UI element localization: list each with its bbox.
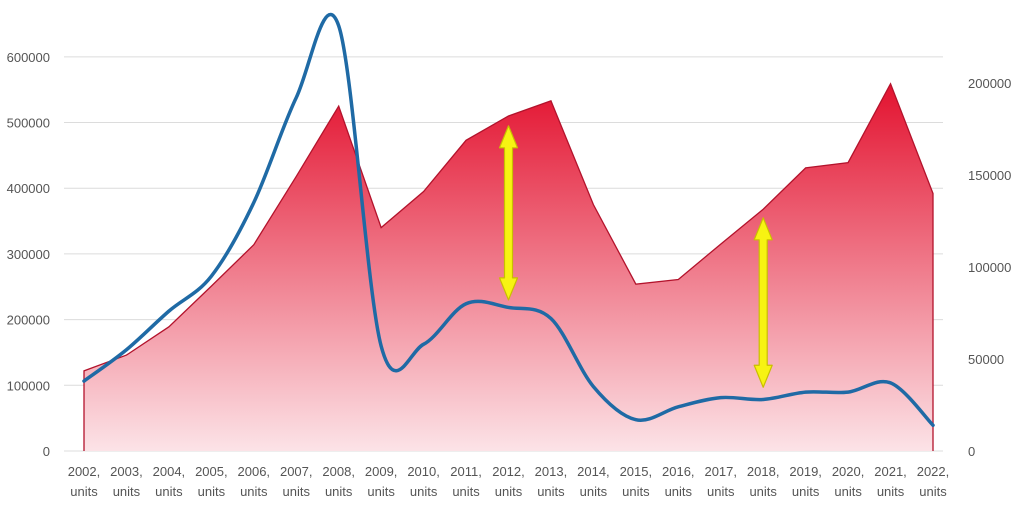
x-tick-year: 2015, <box>620 464 653 479</box>
x-tick-unit: units <box>877 484 905 499</box>
x-tick-label: 2008, units <box>322 464 355 499</box>
left-tick-label: 100000 <box>7 378 50 393</box>
x-tick-label: 2003, units <box>110 464 143 499</box>
double-arrow-icon <box>753 217 773 388</box>
x-tick-unit: units <box>665 484 693 499</box>
left-axis: 0 100000 200000 300000 400000 500000 600000 <box>7 50 50 459</box>
x-tick-year: 2012, <box>492 464 525 479</box>
x-tick-label: 2010, units <box>407 464 440 499</box>
x-tick-year: 2020, <box>832 464 865 479</box>
x-tick-unit: units <box>283 484 311 499</box>
x-tick-unit: units <box>452 484 480 499</box>
left-tick-label: 400000 <box>7 181 50 196</box>
x-tick-unit: units <box>622 484 650 499</box>
x-tick-unit: units <box>325 484 353 499</box>
left-tick-label: 0 <box>43 444 50 459</box>
x-tick-year: 2005, <box>195 464 228 479</box>
left-tick-label: 200000 <box>7 313 50 328</box>
x-tick-unit: units <box>240 484 268 499</box>
x-tick-year: 2022, <box>917 464 950 479</box>
x-tick-unit: units <box>113 484 141 499</box>
x-tick-unit: units <box>580 484 608 499</box>
x-tick-unit: units <box>707 484 735 499</box>
x-tick-year: 2008, <box>322 464 355 479</box>
double-arrow-icon <box>498 125 519 301</box>
x-axis: 2002, units 2003, units 2004, units 2005, units… <box>68 464 950 499</box>
x-tick-unit: units <box>834 484 862 499</box>
x-tick-year: 2011, <box>450 464 482 479</box>
x-tick-unit: units <box>919 484 947 499</box>
x-tick-year: 2017, <box>704 464 737 479</box>
x-tick-unit: units <box>495 484 523 499</box>
x-tick-label: 2015, units <box>620 464 653 499</box>
right-tick-label: 50000 <box>968 352 1004 367</box>
x-tick-unit: units <box>367 484 395 499</box>
right-axis: 0 50000 100000 150000 200000 <box>968 76 1011 459</box>
x-tick-label: 2022, units <box>917 464 950 499</box>
x-tick-year: 2002, <box>68 464 101 479</box>
x-tick-label: 2013, units <box>535 464 568 499</box>
line-series <box>82 13 935 427</box>
x-tick-year: 2014, <box>577 464 610 479</box>
x-tick-year: 2007, <box>280 464 313 479</box>
x-tick-label: 2012, units <box>492 464 525 499</box>
x-tick-label: 2018, units <box>747 464 780 499</box>
x-tick-year: 2004, <box>153 464 186 479</box>
x-tick-unit: units <box>198 484 226 499</box>
x-tick-label: 2017, units <box>704 464 737 499</box>
x-tick-label: 2020, units <box>832 464 865 499</box>
x-tick-label: 2006, units <box>238 464 271 499</box>
right-tick-label: 0 <box>968 444 975 459</box>
x-tick-label: 2011, units <box>450 464 482 499</box>
x-tick-unit: units <box>537 484 565 499</box>
x-tick-label: 2005, units <box>195 464 228 499</box>
x-tick-year: 2010, <box>407 464 440 479</box>
x-tick-year: 2009, <box>365 464 398 479</box>
left-tick-label: 500000 <box>7 116 50 131</box>
left-tick-label: 600000 <box>7 50 50 65</box>
x-tick-label: 2004, units <box>153 464 186 499</box>
x-tick-year: 2019, <box>789 464 822 479</box>
x-tick-label: 2019, units <box>789 464 822 499</box>
x-tick-unit: units <box>410 484 438 499</box>
x-tick-year: 2021, <box>874 464 907 479</box>
x-tick-year: 2013, <box>535 464 568 479</box>
left-tick-label: 300000 <box>7 247 50 262</box>
x-tick-year: 2016, <box>662 464 695 479</box>
x-tick-label: 2007, units <box>280 464 313 499</box>
x-tick-year: 2006, <box>238 464 271 479</box>
line-path <box>82 13 935 427</box>
annotations <box>498 125 773 388</box>
right-tick-label: 200000 <box>968 76 1011 91</box>
x-tick-label: 2021, units <box>874 464 907 499</box>
x-tick-year: 2018, <box>747 464 780 479</box>
right-tick-label: 150000 <box>968 168 1011 183</box>
x-tick-year: 2003, <box>110 464 143 479</box>
x-tick-unit: units <box>792 484 820 499</box>
x-tick-label: 2009, units <box>365 464 398 499</box>
x-tick-unit: units <box>155 484 183 499</box>
x-tick-unit: units <box>70 484 98 499</box>
right-tick-label: 100000 <box>968 260 1011 275</box>
x-tick-unit: units <box>749 484 777 499</box>
x-tick-label: 2014, units <box>577 464 610 499</box>
x-tick-label: 2016, units <box>662 464 695 499</box>
x-tick-label: 2002, units <box>68 464 101 499</box>
